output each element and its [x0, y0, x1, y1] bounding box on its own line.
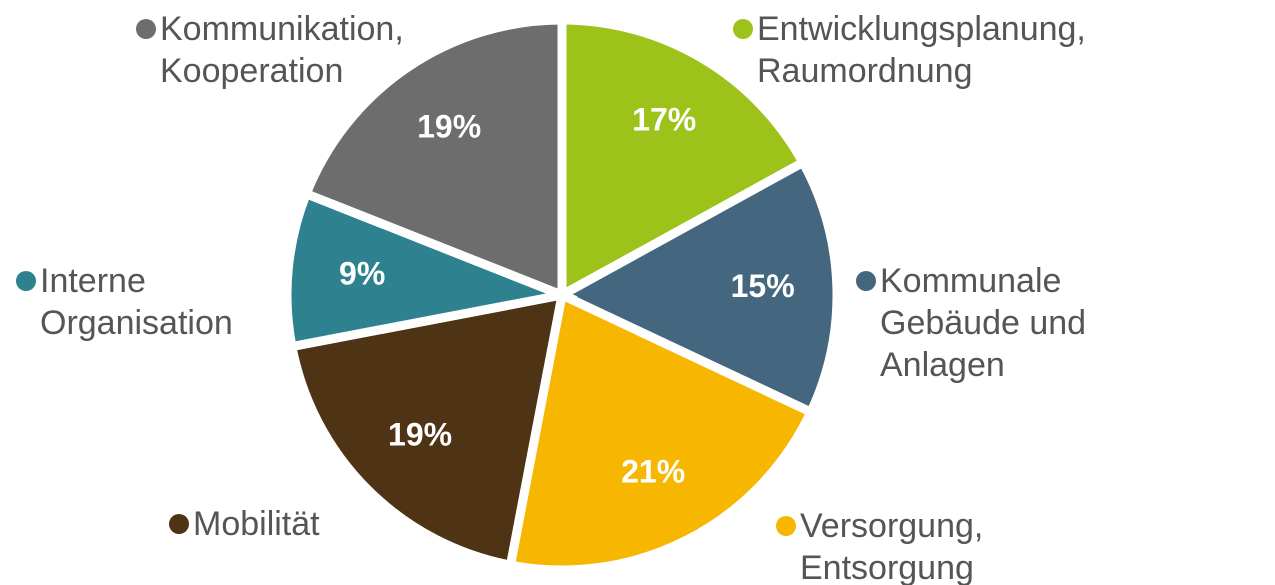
legend-entry: Mobilität: [169, 503, 493, 545]
pie-slice: [505, 288, 817, 575]
value-label: 15%: [731, 268, 795, 304]
value-label: 19%: [417, 108, 481, 144]
legend-dot: [776, 516, 796, 536]
legend-dot: [856, 271, 876, 291]
legend-entry: Kommunale Gebäude und Anlagen: [856, 260, 1210, 386]
legend-entry: Versorgung, Entsorgung: [776, 505, 1030, 585]
legend-dot: [169, 514, 189, 534]
pie-slice: [300, 15, 567, 302]
pie-slice: [552, 156, 842, 419]
legend-dot: [733, 19, 753, 39]
legend-label: Versorgung, Entsorgung: [800, 507, 984, 585]
legend-dot: [136, 19, 156, 39]
pie-slice: [557, 15, 810, 303]
value-label: 19%: [388, 416, 452, 452]
legend-label: Entwicklungsplanung, Raumordnung: [757, 10, 1086, 90]
legend-label: Kommunikation, Kooperation: [160, 10, 404, 90]
legend-label: Mobilität: [193, 505, 320, 543]
legend-dot: [16, 271, 36, 291]
pie-slice: [286, 289, 568, 571]
legend-label: Kommunale Gebäude und Anlagen: [880, 262, 1087, 384]
pie-slice: [282, 187, 579, 352]
value-label: 9%: [339, 256, 385, 292]
legend-entry: Interne Organisation: [16, 260, 260, 344]
legend-entry: Kommunikation, Kooperation: [136, 8, 440, 92]
value-label: 17%: [632, 102, 696, 138]
legend-label: Interne Organisation: [40, 262, 233, 342]
legend-entry: Entwicklungsplanung, Raumordnung: [733, 8, 1257, 92]
value-label: 21%: [621, 453, 685, 489]
